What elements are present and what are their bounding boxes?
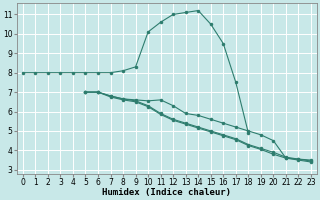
X-axis label: Humidex (Indice chaleur): Humidex (Indice chaleur): [102, 188, 231, 197]
